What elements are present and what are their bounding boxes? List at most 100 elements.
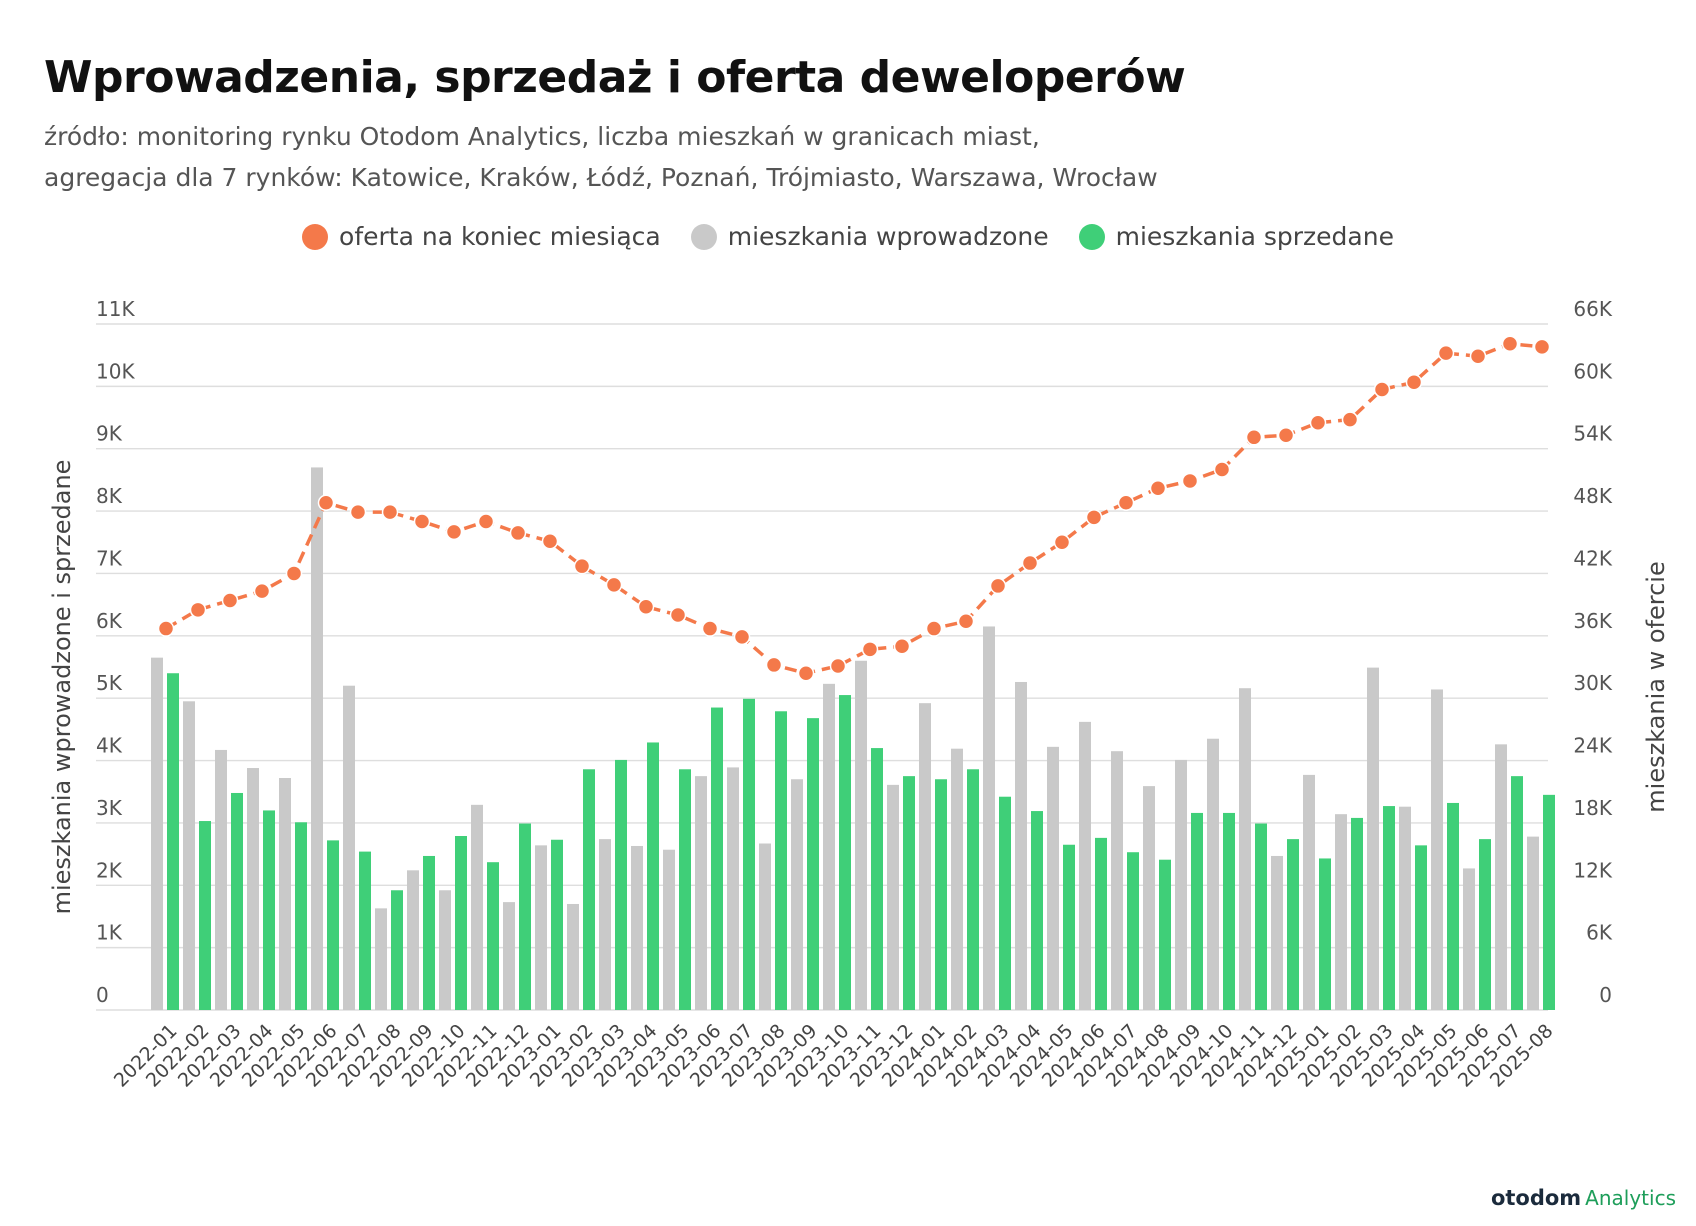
offer-point [701,620,719,637]
legend-label-sold: mieszkania sprzedane [1115,222,1394,251]
y-tick-label: 4K [96,734,123,758]
legend-item-sold[interactable]: mieszkania sprzedane [1078,222,1394,251]
bar-introduced [471,804,483,1010]
offer-point [1469,347,1487,365]
bar-sold [519,823,531,1010]
logo-sub-text: Analytics [1585,1186,1676,1210]
y-tick-label: 7K [96,546,123,570]
y2-tick-label: 60K [1573,359,1612,383]
offer-point [1501,335,1519,352]
y2-tick-label: 66K [1573,297,1612,321]
offer-point [445,523,463,541]
offer-point [1149,479,1167,497]
offer-point [1533,338,1551,356]
bar-sold [839,695,851,1010]
y2-tick-label: 42K [1573,546,1612,570]
chart-subtitle-line1: źródło: monitoring rynku Otodom Analytic… [44,122,1040,151]
bar-sold [1287,839,1299,1010]
offer-point [733,628,751,646]
legend-label-introduced: mieszkania wprowadzone [727,222,1049,251]
y2-tick-label: 12K [1573,858,1612,882]
offer-point [1181,472,1199,490]
offer-point [925,620,943,637]
bar-introduced [1143,786,1155,1010]
bar-sold [295,822,307,1010]
bar-introduced [375,908,387,1010]
offer-line [165,341,1543,676]
legend-item-introduced[interactable]: mieszkania wprowadzone [690,222,1049,251]
bar-introduced [439,890,451,1010]
bar-sold [903,776,915,1010]
offer-point [1053,534,1071,551]
y-tick-label: 8K [96,484,123,508]
bar-sold [167,673,179,1010]
bar-introduced [1527,836,1539,1010]
bar-introduced [1335,814,1347,1010]
bar-sold [327,840,339,1010]
bar-introduced [663,849,675,1010]
bar-introduced [1207,738,1219,1010]
bar-sold [231,792,243,1010]
y2-tick-label: 18K [1573,796,1612,820]
bar-introduced [1367,667,1379,1010]
offer-point [765,656,783,674]
offer-point [285,565,303,582]
offer-point [1405,373,1423,391]
bar-introduced [1463,868,1475,1010]
y-tick-label: 10K [96,359,135,383]
bar-sold [359,851,371,1010]
bar-sold [679,769,691,1010]
offer-point [1309,414,1327,431]
bar-introduced [887,784,899,1010]
offer-point [221,592,239,609]
chart-title: Wprowadzenia, sprzedaż i oferta dewelope… [44,52,1186,103]
y2-tick-label: 54K [1573,422,1612,446]
y2-axis-title: mieszkania w ofercie [1642,561,1670,812]
offer-point [1373,381,1391,398]
legend-label-offer: oferta na koniec miesiąca [339,222,661,251]
y2-tick-label: 0 [1599,983,1612,1007]
bar-introduced [1079,721,1091,1010]
offer-point [349,503,367,521]
bar-introduced [183,701,195,1010]
bar-introduced [1239,688,1251,1010]
bar-introduced [1175,759,1187,1010]
offer-point [605,576,623,594]
bar-introduced [1399,806,1411,1010]
bar-sold [967,769,979,1010]
offer-point [1245,429,1263,446]
bar-sold [1511,776,1523,1010]
bar-sold [583,769,595,1010]
y2-tick-label: 6K [1586,921,1613,945]
bar-sold [263,810,275,1010]
offer-point [1085,509,1103,526]
y2-tick-label: 30K [1573,671,1612,695]
bar-sold [423,855,435,1010]
bar-sold [455,836,467,1010]
offer-point [573,557,591,575]
offer-point [317,494,335,512]
bar-introduced [1271,855,1283,1010]
bar-sold [935,779,947,1010]
bar-introduced [919,703,931,1010]
bar-introduced [855,660,867,1010]
bar-introduced [343,685,355,1010]
otodom-analytics-logo: otodom Analytics [1491,1186,1676,1210]
bar-sold [1319,858,1331,1010]
bar-introduced [535,845,547,1010]
bar-introduced [1111,751,1123,1010]
offer-point [829,657,847,675]
offer-point [1277,426,1295,444]
bar-introduced [407,870,419,1010]
bar-sold [1383,806,1395,1010]
legend-item-offer[interactable]: oferta na koniec miesiąca [302,222,661,251]
bar-sold [807,718,819,1010]
offer-point [253,582,271,600]
bar-introduced [791,779,803,1010]
y2-tick-label: 48K [1573,484,1612,508]
bar-introduced [1495,744,1507,1010]
offer-point [1437,344,1455,362]
bar-introduced [695,776,707,1010]
legend-marker-offer [302,223,329,250]
